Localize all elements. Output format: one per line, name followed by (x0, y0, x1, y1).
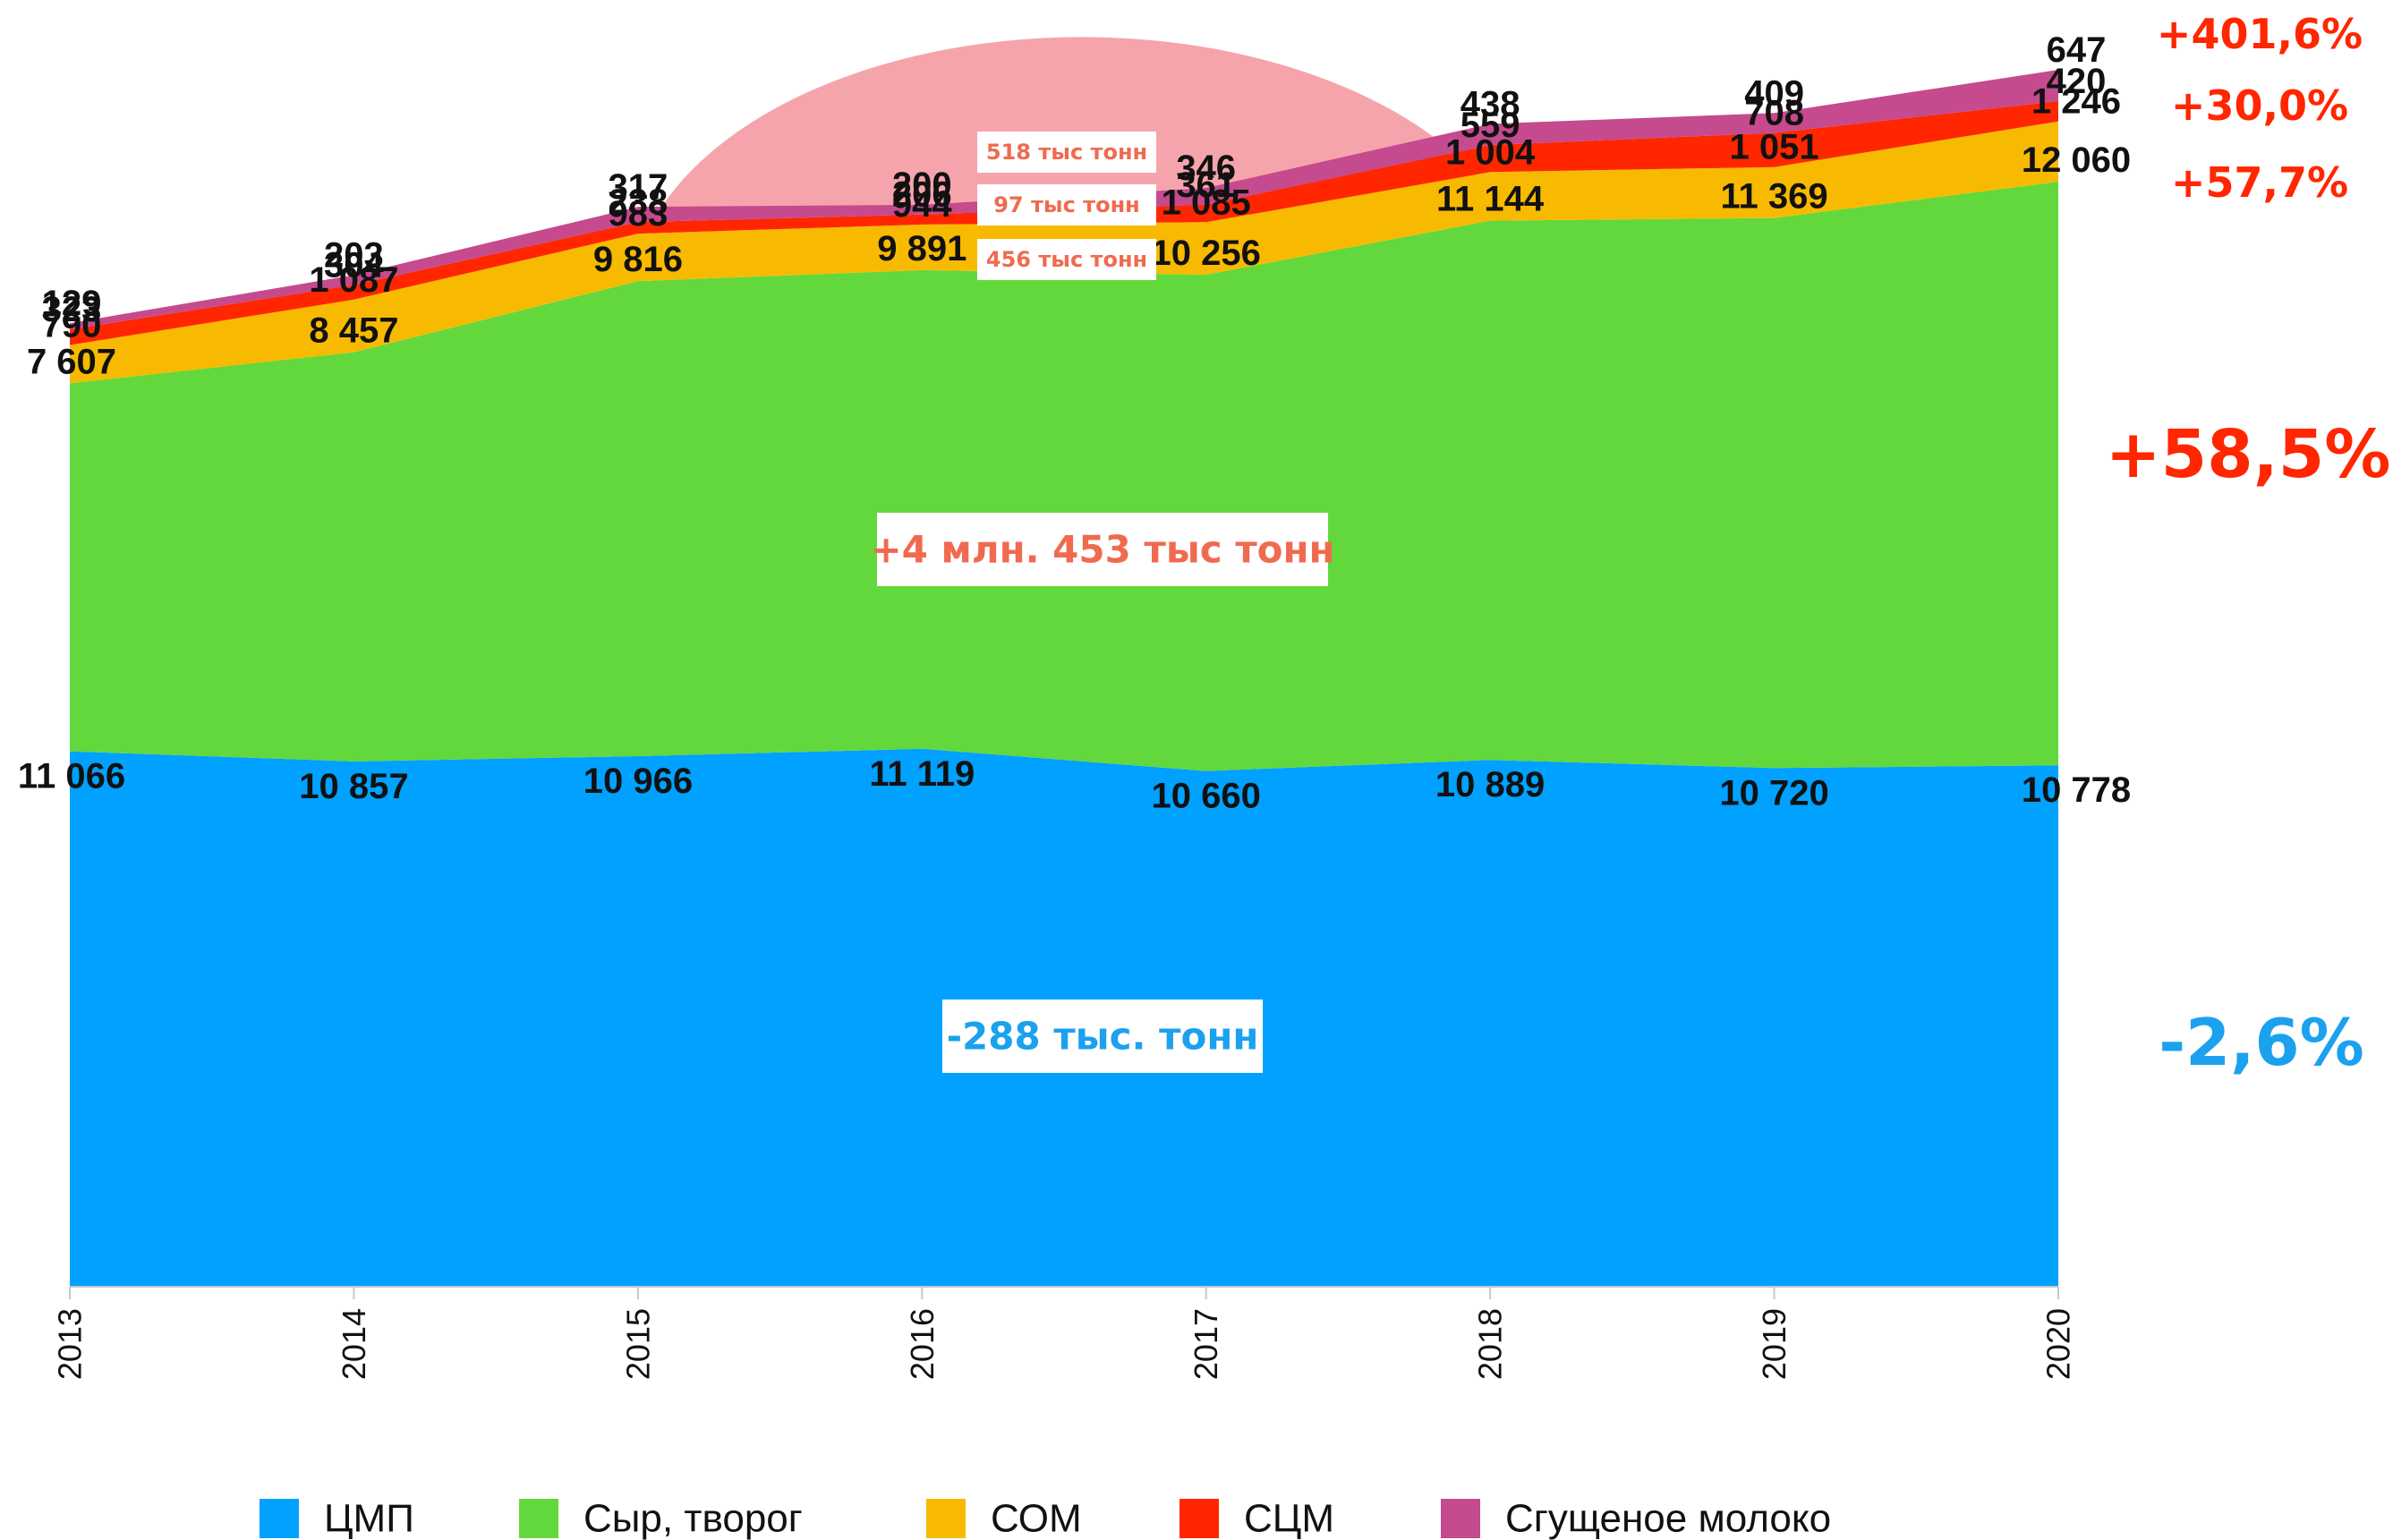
data-label-цмп: 10 966 (583, 761, 693, 801)
data-label-сом: 944 (892, 185, 952, 225)
data-label-сыр-творог: 7 607 (27, 342, 116, 381)
legend-swatch-сыр-творог (519, 1499, 558, 1538)
area-сыр-творог (70, 182, 2058, 771)
x-tick-label: 2019 (1756, 1308, 1793, 1380)
data-label-сгущеное-молоко: 438 (1460, 84, 1520, 123)
data-label-цмп: 10 778 (2022, 770, 2131, 810)
data-label-сыр-творог: 11 144 (1436, 180, 1545, 219)
data-label-сцм: 304 (324, 245, 384, 285)
data-label-сгущеное-молоко: 647 (2047, 30, 2107, 70)
x-tick-label: 2013 (52, 1308, 89, 1380)
data-label-сгущеное-молоко: 129 (42, 284, 102, 323)
legend-label-сцм: СЦМ (1244, 1497, 1334, 1540)
pct-annotation: -2,6% (2159, 1005, 2364, 1080)
data-label-сом: 1 051 (1730, 128, 1819, 167)
pct-annotation: +30,0% (2171, 81, 2348, 130)
data-label-сыр-творог: 8 457 (309, 311, 398, 351)
legend-swatch-цмп (260, 1499, 299, 1538)
data-label-сцм: 361 (1176, 166, 1236, 205)
annotation-box-text: 456 тыс тонн (986, 247, 1147, 272)
annotation-box-text: 97 тыс тонн (993, 192, 1140, 217)
annotation-box (977, 132, 1156, 173)
legend-swatch-сгущеное-молоко (1441, 1499, 1480, 1538)
data-label-сыр-творог: 11 369 (1721, 177, 1828, 217)
x-tick-label: 2018 (1472, 1308, 1509, 1380)
x-tick-label: 2014 (336, 1308, 372, 1380)
legend-label-цмп: ЦМП (324, 1497, 414, 1540)
data-label-сгущеное-молоко: 409 (1744, 73, 1804, 113)
legend-label-сом: СОМ (991, 1497, 1082, 1540)
data-label-сом: 1 004 (1445, 132, 1536, 172)
annotation-box (877, 513, 1328, 586)
data-label-сыр-творог: 12 060 (2022, 140, 2131, 180)
annotation-box (942, 1000, 1263, 1073)
annotation-box (977, 239, 1156, 280)
data-label-сом: 790 (42, 306, 102, 345)
legend-label-сыр-творог: Сыр, творог (583, 1497, 803, 1540)
data-label-сом: 1 087 (309, 260, 398, 300)
data-label-сгущеное-молоко: 200 (892, 166, 952, 205)
x-tick-label: 2017 (1188, 1308, 1224, 1380)
legend-swatch-сцм (1179, 1499, 1219, 1538)
data-label-цмп: 10 857 (299, 767, 408, 806)
data-label-цмп: 10 660 (1152, 777, 1261, 816)
data-label-сыр-творог: 10 256 (1152, 234, 1261, 273)
data-label-сцм: 323 (42, 290, 102, 329)
highlight-arc (658, 37, 1472, 213)
x-tick-label: 2015 (619, 1308, 656, 1380)
data-label-сом: 1 246 (2031, 82, 2121, 122)
legend-label-сгущеное-молоко: Сгущеное молоко (1505, 1497, 1831, 1540)
data-label-сцм: 238 (609, 183, 669, 222)
data-label-сыр-творог: 9 891 (877, 229, 967, 268)
pct-annotation: +57,7% (2171, 158, 2348, 207)
data-label-сгущеное-молоко: 317 (609, 167, 669, 207)
annotation-box (977, 184, 1156, 225)
x-tick-label: 2016 (904, 1308, 941, 1380)
data-label-сцм: 708 (1744, 94, 1804, 133)
annotation-box-text: 518 тыс тонн (986, 140, 1147, 165)
annotation-box-text: +4 млн. 453 тыс тонн (870, 528, 1334, 572)
data-label-сом: 1 085 (1162, 183, 1251, 222)
data-label-сцм: 206 (892, 175, 952, 215)
data-label-сцм: 420 (2047, 62, 2107, 101)
data-label-цмп: 11 066 (18, 757, 125, 796)
data-label-сцм: 559 (1460, 106, 1520, 145)
x-tick-label: 2020 (2040, 1308, 2077, 1380)
data-label-сгущеное-молоко: 346 (1176, 149, 1236, 188)
legend-swatch-сом (926, 1499, 966, 1538)
data-label-сыр-творог: 9 816 (593, 240, 683, 279)
annotation-box-text: -288 тыс. тонн (947, 1015, 1259, 1059)
data-label-цмп: 10 720 (1719, 773, 1828, 813)
data-label-сом: 983 (609, 194, 669, 234)
data-label-цмп: 11 119 (869, 754, 975, 794)
pct-annotation: +58,5% (2106, 416, 2391, 493)
pct-annotation: +401,6% (2157, 10, 2363, 58)
data-label-сгущеное-молоко: 203 (324, 235, 384, 275)
data-label-цмп: 10 889 (1435, 765, 1545, 804)
